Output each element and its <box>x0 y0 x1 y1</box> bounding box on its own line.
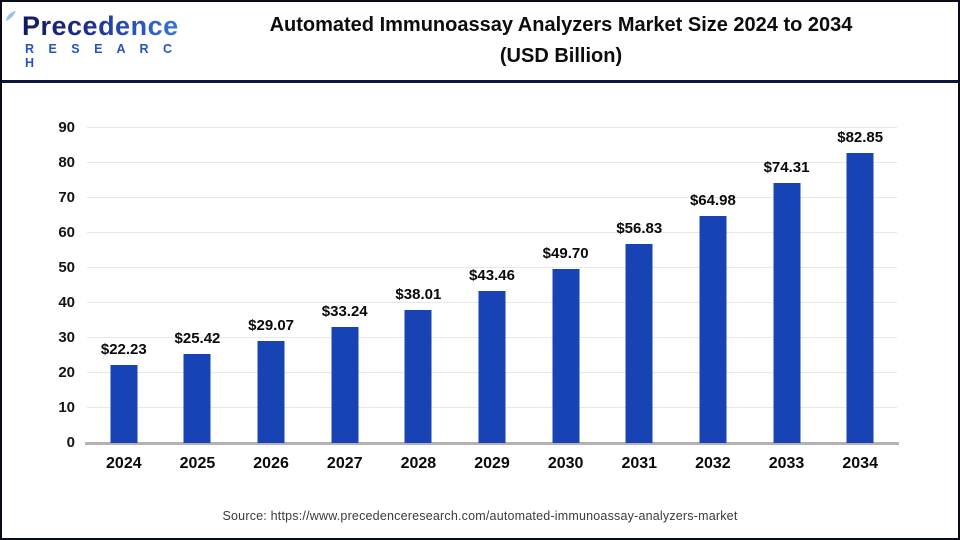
gridline-70 <box>87 197 897 198</box>
y-axis-label-90: 90 <box>58 119 75 136</box>
x-axis-label-2030: 2030 <box>547 455 584 472</box>
bar-2026 <box>257 341 285 443</box>
precedence-research-logo: Precedence R E S E A R C H <box>2 10 192 71</box>
y-axis-label-70: 70 <box>58 189 75 206</box>
x-axis-label-2034: 2034 <box>842 455 878 472</box>
plot-area: $22.23 $25.42 $29.07 $33.24 $38.01 $43.46 $49.… <box>85 127 899 445</box>
y-axis-label-10: 10 <box>58 399 75 416</box>
bar-2028 <box>404 309 432 443</box>
x-axis-label-2033: 2033 <box>768 455 805 472</box>
chart-title-line1: Automated Immunoassay Analyzers Market S… <box>269 14 853 36</box>
x-axis-labels: 2024 2025 2026 2027 2028 2029 2030 2031 2032 2033… <box>87 455 897 479</box>
y-axis-label-30: 30 <box>58 329 75 346</box>
bar-value-2033: $74.31 <box>763 158 810 176</box>
bar-value-2034: $82.85 <box>837 129 884 147</box>
gridline-50 <box>87 267 897 268</box>
bar-2029 <box>478 290 506 443</box>
bar-value-2032: $64.98 <box>689 191 736 209</box>
header: Precedence R E S E A R C H Automated Imm… <box>2 2 958 83</box>
bar-value-2024: $22.23 <box>100 341 147 359</box>
source-link: Source: https://www.precedenceresearch.c… <box>222 509 738 523</box>
x-axis-label-2028: 2028 <box>400 455 437 472</box>
bar-2032 <box>699 215 727 443</box>
bar-2033 <box>773 182 801 443</box>
x-axis-line <box>85 442 899 445</box>
bar-value-2030: $49.70 <box>542 245 589 263</box>
bar-2030 <box>552 269 580 443</box>
x-axis-label-2032: 2032 <box>695 455 731 472</box>
bar-2025 <box>183 354 211 443</box>
logo-wordmark: Precedence <box>22 11 192 42</box>
leaf-icon <box>5 10 17 21</box>
y-axis-label-0: 0 <box>66 434 75 451</box>
bar-2034 <box>846 153 874 443</box>
x-axis-label-2024: 2024 <box>106 455 142 472</box>
x-axis-label-2027: 2027 <box>326 455 363 472</box>
gridline-60 <box>87 232 897 233</box>
bar-value-2025: $25.42 <box>174 330 221 348</box>
gridline-80 <box>87 162 897 163</box>
bar-value-2027: $33.24 <box>321 302 368 320</box>
y-axis-label-60: 60 <box>58 224 75 241</box>
x-axis-label-2025: 2025 <box>179 455 216 472</box>
bar-value-2029: $43.46 <box>469 266 515 284</box>
bar-2031 <box>625 244 653 443</box>
y-axis-label-80: 80 <box>58 154 75 171</box>
x-axis-label-2031: 2031 <box>621 455 658 472</box>
y-axis-label-40: 40 <box>58 294 75 311</box>
bar-value-2026: $29.07 <box>248 317 295 335</box>
x-axis-label-2026: 2026 <box>253 455 289 472</box>
y-axis-label-20: 20 <box>58 364 75 381</box>
chart-title-line2: (USD Billion) <box>499 45 623 67</box>
logo-research-label: R E S E A R C H <box>25 42 178 71</box>
gridline-90 <box>87 127 897 128</box>
y-axis-label-50: 50 <box>58 259 75 276</box>
chart-title: Automated Immunoassay Analyzers Market S… <box>192 10 958 72</box>
x-axis-label-2029: 2029 <box>474 455 510 472</box>
bar-2024 <box>110 365 138 443</box>
bar-value-2031: $56.83 <box>616 220 663 238</box>
bar-value-2028: $38.01 <box>395 285 442 303</box>
bar-2027 <box>331 326 359 443</box>
